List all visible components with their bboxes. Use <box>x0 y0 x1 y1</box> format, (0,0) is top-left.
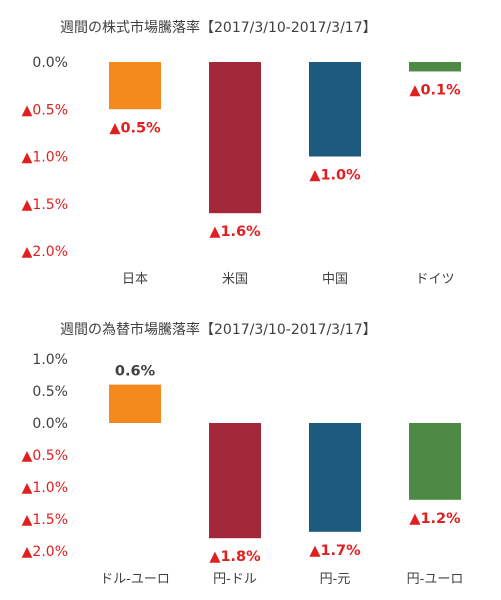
bar <box>409 423 461 500</box>
data-label: ▲1.8% <box>209 549 261 565</box>
y-tick-label: 1.0% <box>32 352 68 368</box>
y-tick-label: 0.0% <box>32 416 68 432</box>
data-label: ▲0.1% <box>409 82 461 98</box>
y-tick-label: 0.0% <box>32 55 68 71</box>
y-tick-label: ▲1.5% <box>22 512 68 528</box>
bar <box>109 384 161 423</box>
bar <box>109 62 161 110</box>
chart-2: 週間の為替市場騰落率【2017/3/10-2017/3/17】 1.0% 0.5% 0… <box>22 321 464 587</box>
data-label: 0.6% <box>115 364 156 380</box>
category-label: 円-ドル <box>213 572 257 587</box>
category-label: 中国 <box>322 272 348 287</box>
y-tick-label: ▲1.0% <box>22 480 68 496</box>
data-label: ▲1.6% <box>209 224 261 240</box>
category-label: ドイツ <box>415 272 454 287</box>
bar <box>209 423 261 539</box>
bar <box>409 62 461 72</box>
y-tick-label: ▲1.0% <box>22 150 68 166</box>
data-label: ▲0.5% <box>109 120 161 136</box>
bar <box>209 62 261 214</box>
category-label: 円-ユーロ <box>407 572 464 587</box>
y-tick-label: ▲0.5% <box>22 102 68 118</box>
bar <box>309 423 361 532</box>
data-label: ▲1.7% <box>309 543 361 559</box>
category-label: ドル-ユーロ <box>100 572 170 587</box>
category-label: 日本 <box>122 272 148 287</box>
y-tick-label: 0.5% <box>32 384 68 400</box>
bar <box>309 62 361 157</box>
y-tick-label: ▲2.0% <box>22 544 68 560</box>
category-label: 円-元 <box>320 572 351 587</box>
chart-title: 週間の株式市場騰落率【2017/3/10-2017/3/17】 <box>60 19 377 36</box>
category-label: 米国 <box>222 272 248 287</box>
chart-title: 週間の為替市場騰落率【2017/3/10-2017/3/17】 <box>60 321 377 338</box>
chart-1: 週間の株式市場騰落率【2017/3/10-2017/3/17】 0.0% ▲0.5%… <box>22 19 461 287</box>
y-tick-label: ▲2.0% <box>22 244 68 260</box>
data-label: ▲1.2% <box>409 511 461 527</box>
y-tick-label: ▲1.5% <box>22 197 68 213</box>
data-label: ▲1.0% <box>309 168 361 184</box>
y-tick-label: ▲0.5% <box>22 448 68 464</box>
